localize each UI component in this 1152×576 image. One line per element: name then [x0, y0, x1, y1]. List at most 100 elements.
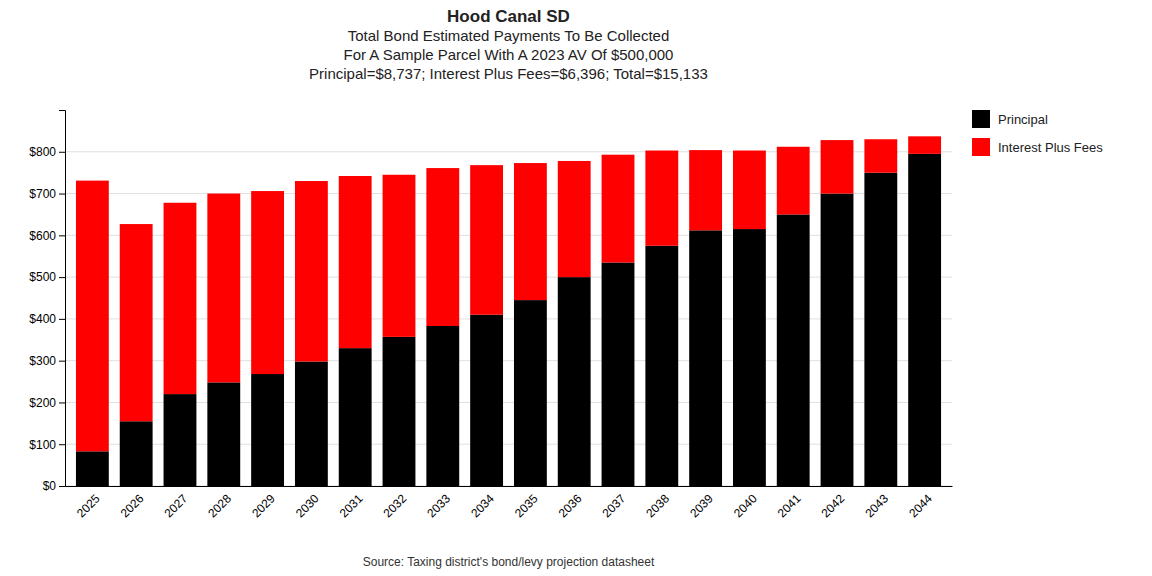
y-tick-mark	[59, 361, 65, 362]
grid-line	[65, 486, 952, 487]
y-axis-line	[59, 111, 66, 487]
grid-line	[65, 277, 952, 278]
bar	[733, 229, 766, 486]
y-tick-mark	[59, 194, 65, 195]
bar	[164, 394, 197, 486]
x-tick: 2040	[731, 491, 760, 520]
x-tick-label: 2034	[468, 491, 497, 520]
x-tick-label: 2038	[643, 491, 672, 520]
legend-swatch	[972, 138, 990, 156]
x-tick-label: 2035	[512, 491, 541, 520]
bar	[514, 163, 547, 300]
x-tick: 2029	[249, 491, 278, 520]
bar	[558, 277, 591, 486]
x-tick: 2033	[424, 491, 453, 520]
bar	[733, 151, 766, 230]
y-tick-mark	[59, 152, 65, 153]
x-tick: 2031	[337, 491, 366, 520]
grid-line	[65, 318, 952, 319]
bar	[207, 382, 240, 486]
x-tick: 2027	[162, 491, 191, 520]
x-tick-label: 2044	[906, 491, 935, 520]
y-tick-mark	[59, 402, 65, 403]
x-tick-label: 2043	[862, 491, 891, 520]
bar	[207, 194, 240, 383]
bar	[383, 337, 416, 486]
bar	[339, 176, 372, 348]
grid	[65, 152, 952, 486]
bar	[558, 161, 591, 277]
bar	[908, 154, 941, 486]
x-tick: 2026	[118, 491, 147, 520]
bar	[645, 246, 678, 486]
x-tick-label: 2042	[819, 491, 848, 520]
x-tick-label: 2029	[249, 491, 278, 520]
grid-line	[65, 193, 952, 194]
y-tick-label: $500	[29, 270, 56, 284]
y-tick-mark	[59, 277, 65, 278]
bar-series	[76, 154, 941, 486]
x-tick: 2028	[205, 491, 234, 520]
chart: $0$100$200$300$400$500$600$700$800202520…	[0, 0, 1152, 576]
x-tick: 2030	[293, 491, 322, 520]
bar	[645, 151, 678, 246]
x-tick-label: 2040	[731, 491, 760, 520]
title-line: Hood Canal SD	[447, 7, 570, 26]
bar	[251, 374, 284, 486]
grid-line	[65, 444, 952, 445]
bar	[777, 214, 810, 486]
x-tick: 2039	[687, 491, 716, 520]
x-tick: 2032	[381, 491, 410, 520]
y-tick: $600	[29, 229, 65, 243]
y-tick: $100	[29, 438, 65, 452]
source-note: Source: Taxing district's bond/levy proj…	[363, 555, 655, 569]
y-tick-mark	[59, 235, 65, 236]
x-tick-label: 2025	[74, 491, 103, 520]
bar	[76, 181, 109, 452]
legend-item: Principal	[972, 110, 1048, 128]
y-tick: $300	[29, 354, 65, 368]
bar	[470, 165, 503, 315]
y-axis: $0$100$200$300$400$500$600$700$800	[29, 111, 65, 494]
y-tick: $800	[29, 145, 65, 159]
bar	[602, 262, 635, 486]
x-tick: 2035	[512, 491, 541, 520]
bar	[821, 140, 854, 193]
bar	[120, 224, 153, 421]
bar	[164, 203, 197, 394]
bar	[514, 300, 547, 486]
bar	[339, 348, 372, 486]
legend-swatch	[972, 110, 990, 128]
bar	[689, 230, 722, 486]
x-tick: 2042	[819, 491, 848, 520]
grid-line	[65, 360, 952, 361]
bars	[76, 136, 941, 486]
bar	[295, 181, 328, 361]
bar	[426, 326, 459, 486]
legend-item: Interest Plus Fees	[972, 138, 1103, 156]
x-tick: 2041	[775, 491, 804, 520]
x-axis-line	[66, 486, 953, 487]
y-tick-mark	[59, 444, 65, 445]
bar	[295, 362, 328, 486]
x-tick: 2034	[468, 491, 497, 520]
bar	[120, 421, 153, 486]
x-tick-label: 2039	[687, 491, 716, 520]
x-tick-label: 2028	[205, 491, 234, 520]
bar	[777, 147, 810, 215]
bar	[864, 173, 897, 486]
grid-line	[65, 151, 952, 152]
y-tick: $200	[29, 396, 65, 410]
bar	[251, 191, 284, 374]
y-tick-label: $200	[29, 396, 56, 410]
y-tick: $400	[29, 312, 65, 326]
y-tick-label: $100	[29, 438, 56, 452]
title: Hood Canal SDTotal Bond Estimated Paymen…	[309, 7, 708, 82]
bar	[383, 175, 416, 337]
bar	[602, 155, 635, 263]
x-tick-label: 2030	[293, 491, 322, 520]
title-line: For A Sample Parcel With A 2023 AV Of $5…	[344, 46, 674, 63]
y-tick-label: $300	[29, 354, 56, 368]
bar	[470, 315, 503, 486]
x-tick-label: 2027	[162, 491, 191, 520]
